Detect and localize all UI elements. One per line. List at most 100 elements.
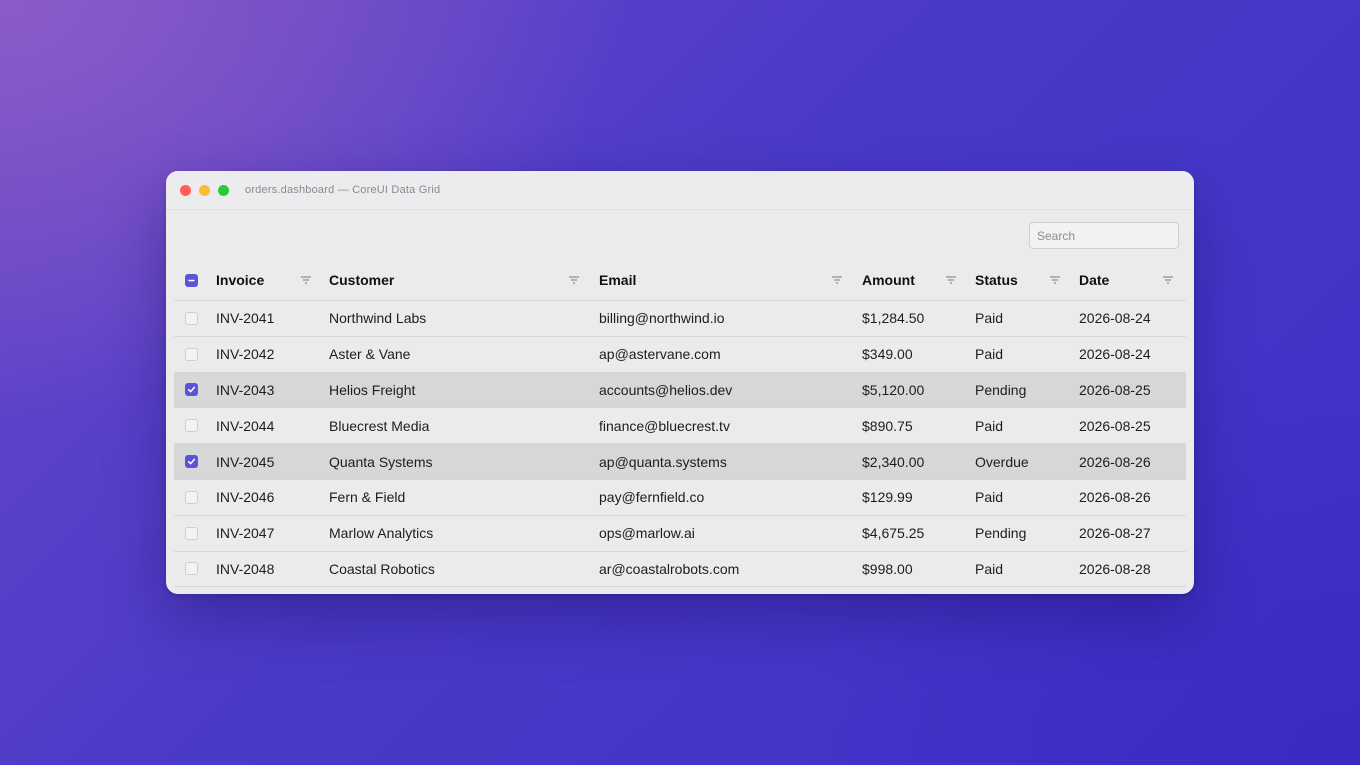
cell-email: billing@northwind.io — [599, 310, 725, 327]
row-checkbox[interactable] — [185, 419, 198, 433]
table-row[interactable]: INV-2047 Marlow Analytics ops@marlow.ai $4,… — [174, 516, 1186, 552]
close-window-button[interactable] — [180, 184, 191, 196]
check-icon — [187, 387, 196, 393]
data-grid: Invoice Customer Email Amount Status Dat… — [174, 260, 1186, 588]
table-row[interactable]: INV-2045 Quanta Systems ap@quanta.systems $… — [174, 444, 1186, 480]
table-header: Invoice Customer Email Amount Status Dat… — [174, 260, 1186, 301]
cell-email: ops@marlow.ai — [599, 525, 695, 542]
row-checkbox[interactable] — [185, 526, 198, 540]
cell-status: Paid — [975, 417, 1004, 434]
row-select-cell — [185, 337, 198, 372]
cell-date: 2026-08-27 — [1079, 525, 1151, 542]
table-body: INV-2041 Northwind Labs billing@northwind.… — [174, 301, 1186, 588]
filter-icon[interactable] — [945, 260, 957, 300]
cell-customer: Coastal Robotics — [329, 560, 435, 577]
row-select-cell — [185, 552, 198, 587]
column-header-customer[interactable]: Customer — [329, 272, 395, 288]
cell-amount: $349.00 — [862, 346, 913, 363]
cell-date: 2026-08-24 — [1079, 310, 1151, 327]
cell-customer: Northwind Labs — [329, 310, 427, 327]
cell-email: finance@bluecrest.tv — [599, 417, 730, 434]
cell-customer: Aster & Vane — [329, 346, 411, 363]
window-controls — [180, 184, 229, 196]
cell-email: pay@fernfield.co — [599, 489, 705, 506]
minimize-window-button[interactable] — [199, 184, 210, 196]
select-all-checkbox[interactable] — [185, 273, 198, 287]
row-checkbox[interactable] — [185, 490, 198, 504]
table-row[interactable]: INV-2046 Fern & Field pay@fernfield.co $129… — [174, 480, 1186, 516]
window-title: orders.dashboard — CoreUI Data Grid — [245, 184, 441, 196]
column-header-invoice[interactable]: Invoice — [216, 272, 265, 288]
cell-status: Pending — [975, 525, 1027, 542]
table-row[interactable]: INV-2048 Coastal Robotics ar@coastalrobots… — [174, 552, 1186, 588]
toolbar — [166, 210, 1194, 258]
cell-status: Paid — [975, 310, 1004, 327]
cell-amount: $2,340.00 — [862, 453, 925, 470]
cell-amount: $4,675.25 — [862, 525, 925, 542]
row-checkbox[interactable] — [185, 455, 198, 469]
row-select-cell — [185, 480, 198, 515]
cell-email: ar@coastalrobots.com — [599, 560, 740, 577]
cell-email: accounts@helios.dev — [599, 381, 733, 398]
row-select-cell — [185, 301, 198, 336]
filter-icon[interactable] — [831, 260, 843, 300]
row-select-cell — [185, 373, 198, 408]
cell-email: ap@astervane.com — [599, 346, 721, 363]
table-row[interactable]: INV-2041 Northwind Labs billing@northwind.… — [174, 301, 1186, 337]
zoom-window-button[interactable] — [218, 184, 229, 196]
cell-date: 2026-08-28 — [1079, 560, 1151, 577]
cell-status: Paid — [975, 489, 1004, 506]
cell-customer: Quanta Systems — [329, 453, 433, 470]
filter-icon[interactable] — [1162, 260, 1174, 300]
table-row[interactable]: INV-2043 Helios Freight accounts@helios.de… — [174, 372, 1186, 409]
cell-customer: Helios Freight — [329, 381, 416, 398]
column-header-amount[interactable]: Amount — [862, 272, 915, 288]
column-header-email[interactable]: Email — [599, 272, 637, 288]
cell-invoice: INV-2044 — [216, 417, 275, 434]
cell-date: 2026-08-25 — [1079, 417, 1151, 434]
cell-invoice: INV-2042 — [216, 346, 275, 363]
cell-amount: $998.00 — [862, 560, 913, 577]
cell-customer: Marlow Analytics — [329, 525, 434, 542]
cell-invoice: INV-2047 — [216, 525, 275, 542]
cell-invoice: INV-2046 — [216, 489, 275, 506]
search-input[interactable] — [1029, 222, 1179, 249]
row-checkbox[interactable] — [185, 562, 198, 576]
column-header-status[interactable]: Status — [975, 272, 1018, 288]
table-row[interactable]: INV-2044 Bluecrest Media finance@bluecrest… — [174, 408, 1186, 445]
cell-status: Pending — [975, 381, 1027, 398]
check-icon — [187, 458, 196, 465]
cell-customer: Bluecrest Media — [329, 417, 430, 434]
cell-status: Paid — [975, 346, 1004, 363]
cell-date: 2026-08-26 — [1079, 489, 1151, 506]
cell-customer: Fern & Field — [329, 489, 406, 506]
title-bar: orders.dashboard — CoreUI Data Grid — [166, 171, 1194, 210]
cell-amount: $890.75 — [862, 417, 913, 434]
cell-date: 2026-08-26 — [1079, 453, 1151, 470]
filter-icon[interactable] — [300, 260, 312, 300]
row-select-cell — [185, 408, 198, 443]
cell-amount: $129.99 — [862, 489, 913, 506]
cell-invoice: INV-2048 — [216, 560, 275, 577]
cell-invoice: INV-2041 — [216, 310, 275, 327]
row-checkbox[interactable] — [185, 383, 198, 397]
row-checkbox[interactable] — [185, 347, 198, 361]
minus-icon — [188, 279, 195, 281]
cell-amount: $1,284.50 — [862, 310, 925, 327]
cell-invoice: INV-2045 — [216, 453, 275, 470]
cell-email: ap@quanta.systems — [599, 453, 727, 470]
cell-status: Paid — [975, 560, 1004, 577]
row-select-cell — [185, 516, 198, 551]
row-checkbox[interactable] — [185, 311, 198, 325]
column-header-date[interactable]: Date — [1079, 272, 1110, 288]
select-all-cell — [185, 260, 198, 300]
app-window: orders.dashboard — CoreUI Data Grid Invo… — [166, 171, 1194, 594]
filter-icon[interactable] — [568, 260, 580, 300]
cell-status: Overdue — [975, 453, 1029, 470]
cell-date: 2026-08-24 — [1079, 346, 1151, 363]
cell-invoice: INV-2043 — [216, 381, 275, 398]
row-select-cell — [185, 444, 198, 479]
cell-amount: $5,120.00 — [862, 381, 925, 398]
filter-icon[interactable] — [1049, 260, 1061, 300]
table-row[interactable]: INV-2042 Aster & Vane ap@astervane.com $349… — [174, 337, 1186, 373]
